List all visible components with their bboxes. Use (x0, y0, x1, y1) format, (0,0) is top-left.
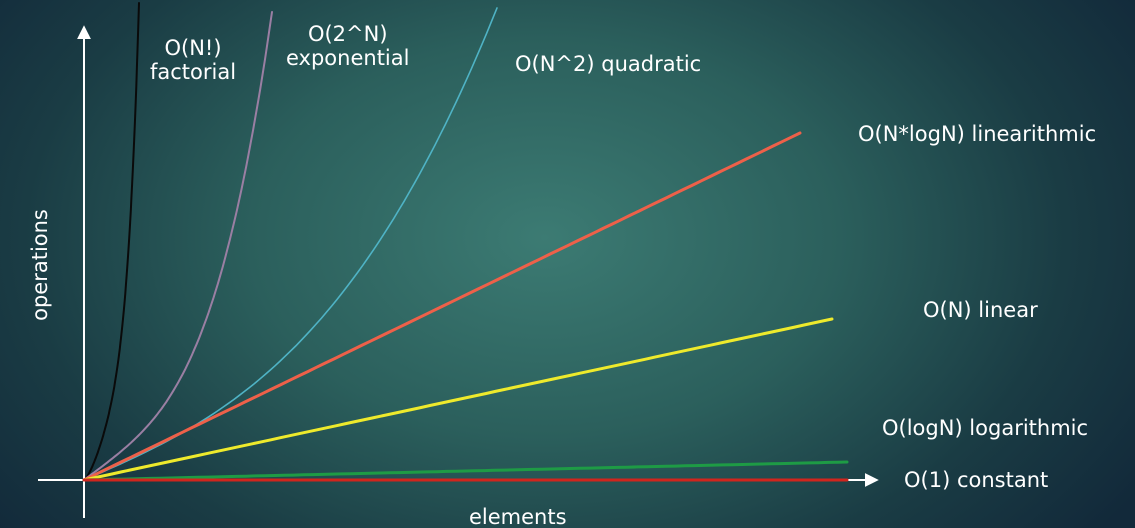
series-line-nlogn (82, 131, 802, 482)
series-label-linearithmic: O(N*logN) linearithmic (858, 122, 1097, 146)
series-line-linear (82, 317, 834, 482)
series-label-factorial-sublabel: factorial (150, 60, 237, 84)
series-line-exponential (83, 11, 273, 481)
series-label-exponential-sublabel: exponential (286, 46, 410, 70)
series-label-quadratic: O(N^2) quadratic (515, 52, 702, 76)
y-axis-label: operations (28, 209, 52, 321)
series-line-log (82, 460, 849, 482)
series-line-factorial (83, 2, 140, 481)
series-label-exponential-name: O(2^N) (307, 22, 388, 46)
series-label-constant: O(1) constant (904, 468, 1049, 492)
series-label-logarithmic: O(logN) logarithmic (882, 416, 1089, 440)
series-label-factorial: O(N!) factorial (150, 36, 236, 84)
series-line-quadratic (83, 7, 498, 481)
x-axis-label: elements (469, 505, 567, 528)
series-label-factorial-name: O(N!) (164, 36, 222, 60)
series-label-exponential: O(2^N) exponential (286, 22, 409, 70)
series-label-linear: O(N) linear (923, 298, 1038, 322)
